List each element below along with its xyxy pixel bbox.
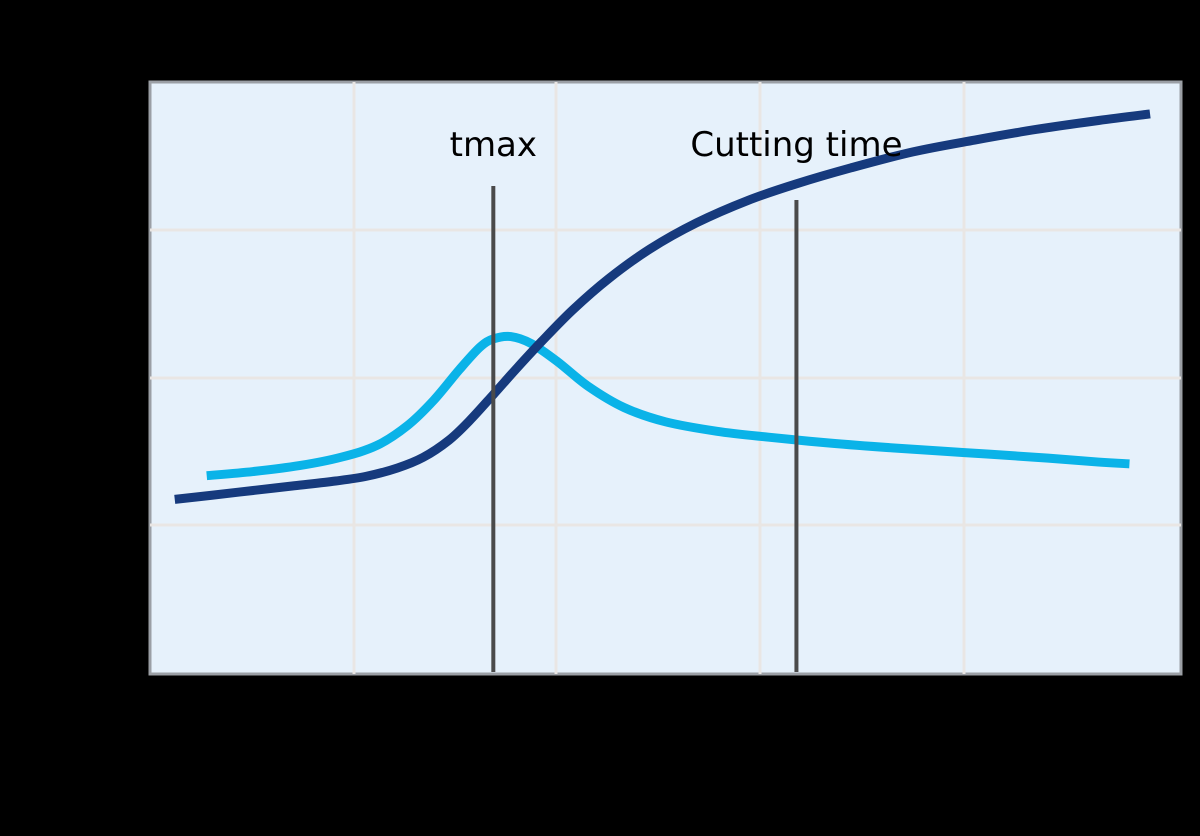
annotation-label-tmax: tmax xyxy=(450,125,537,165)
annotation-label-cutting-time: Cutting time xyxy=(690,125,902,165)
series-line-rate xyxy=(206,331,1130,481)
gridlines xyxy=(150,82,1181,674)
annotation-lines xyxy=(491,186,799,672)
series-line-cumulative xyxy=(174,109,1151,504)
data-series-layer xyxy=(174,109,1151,504)
